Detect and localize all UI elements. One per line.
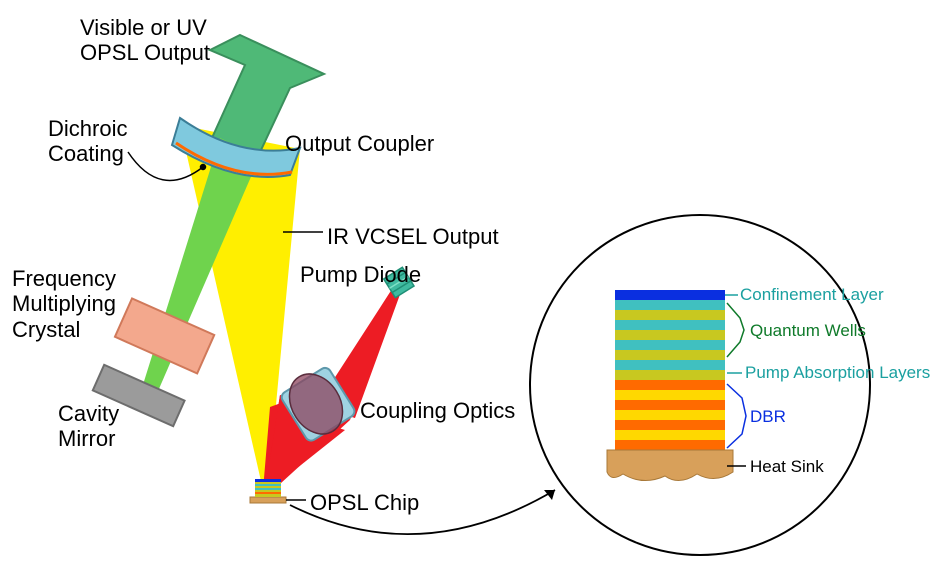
ir-output-label: IR VCSEL Output — [327, 224, 499, 249]
chip-leaders — [725, 295, 746, 466]
coupling-optics-label: Coupling Optics — [360, 398, 515, 423]
pump-diode-label: Pump Diode — [300, 262, 421, 287]
chip-layer-stack — [607, 290, 733, 481]
freq-crystal-label: Frequency Multiplying Crystal — [12, 266, 116, 342]
opsl-chip-label: OPSL Chip — [310, 490, 419, 515]
chip-pump-label: Pump Absorption Layers — [745, 364, 930, 383]
dichroic-label: Dichroic Coating — [48, 116, 127, 167]
chip-qw-label: Quantum Wells — [750, 322, 866, 341]
chip-heatsink-label: Heat Sink — [750, 458, 824, 477]
chip-dbr-label: DBR — [750, 408, 786, 427]
cavity-mirror-label: Cavity Mirror — [58, 401, 119, 452]
coupler-label: Output Coupler — [285, 131, 434, 156]
output-label: Visible or UV OPSL Output — [80, 15, 210, 66]
chip-confinement-label: Confinement Layer — [740, 286, 884, 305]
opsl-chip-icon — [250, 479, 286, 503]
